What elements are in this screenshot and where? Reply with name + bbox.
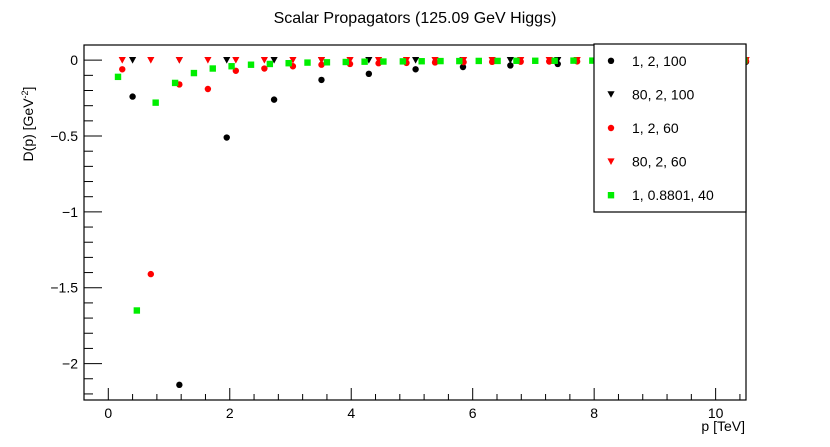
data-point [190, 69, 198, 77]
legend-label: 80, 2, 100 [632, 86, 694, 102]
legend-label: 1, 2, 100 [632, 53, 687, 69]
data-point [289, 56, 297, 64]
data-point [456, 57, 463, 65]
data-point [532, 57, 539, 64]
data-point [545, 56, 553, 64]
data-point [209, 65, 216, 72]
data-point [494, 57, 501, 65]
legend: 1, 2, 100 80, 2, 100 1, 2, 60 80, 2, 60 1, 0… [593, 43, 747, 213]
y-tick-label: −0.5 [50, 128, 78, 144]
plot-frame [83, 44, 747, 401]
y-tick-label: −2 [62, 356, 78, 372]
legend-marker [607, 91, 615, 98]
data-point [431, 56, 439, 64]
data-point [152, 99, 159, 106]
data-point [346, 56, 354, 64]
data-point [285, 60, 292, 67]
y-axis-label-tail: ] [20, 87, 36, 91]
data-point [133, 307, 141, 314]
data-point [204, 56, 212, 64]
data-point [323, 59, 331, 66]
data-point [119, 66, 126, 73]
data-point [204, 85, 212, 93]
legend-marker [607, 158, 615, 165]
data-point [399, 58, 407, 65]
x-tick-label: 0 [104, 405, 112, 421]
data-point [147, 56, 155, 64]
x-axis-label: p [TeV] [701, 418, 745, 434]
legend-marker [607, 192, 615, 199]
data-point [507, 62, 514, 69]
data-point [365, 70, 373, 78]
data-point [317, 56, 326, 64]
legend-label: 80, 2, 60 [632, 154, 687, 170]
data-point [459, 63, 467, 71]
data-point [129, 93, 136, 100]
y-tick-label: −1.5 [50, 280, 78, 296]
x-tick-label: 2 [226, 405, 234, 421]
data-point [304, 59, 311, 66]
data-point [176, 381, 183, 389]
data-point [342, 58, 349, 66]
data-point [412, 66, 419, 73]
data-point [232, 56, 240, 64]
data-point [175, 56, 183, 64]
data-point [270, 96, 278, 103]
data-point [147, 270, 155, 278]
data-point [223, 134, 230, 141]
data-point [261, 65, 268, 72]
data-point [247, 61, 255, 68]
data-point [551, 57, 558, 64]
y-tick-label: 0 [70, 52, 78, 68]
data-point [418, 58, 425, 65]
y-axis-label-main: D(p) [GeV [20, 98, 36, 162]
data-point [118, 56, 126, 64]
x-tick-label: 4 [347, 405, 355, 421]
data-point [270, 56, 278, 64]
x-tick-label: 6 [469, 405, 477, 421]
data-point [260, 56, 268, 64]
data-point [318, 61, 325, 68]
data-point [488, 56, 496, 64]
x-tick-label: 8 [590, 405, 598, 421]
y-tick-label: −1 [62, 204, 78, 220]
data-point [223, 56, 231, 64]
legend-label: 1, 0.8801, 40 [632, 187, 714, 203]
data-point [475, 57, 482, 65]
data-point [380, 58, 387, 65]
y-axis-label-exponent: -2 [20, 90, 30, 98]
chart-title: Scalar Propagators (125.09 GeV Higgs) [274, 10, 557, 27]
data-point [412, 56, 420, 64]
data-point [128, 56, 137, 64]
legend-marker [607, 57, 615, 64]
data-point [228, 63, 235, 70]
data-point [513, 57, 520, 64]
data-point [437, 57, 444, 65]
data-point [506, 56, 514, 64]
y-axis-label: D(p) [GeV-2] [20, 87, 36, 162]
data-point [318, 76, 325, 84]
data-point [570, 57, 577, 64]
data-point [361, 58, 368, 65]
data-point [114, 73, 122, 81]
data-point [589, 57, 596, 64]
legend-marker [607, 124, 615, 132]
legend-label: 1, 2, 60 [632, 120, 679, 136]
legend-box [593, 43, 747, 213]
x-tick-label: 10 [708, 405, 724, 421]
data-point [266, 60, 274, 68]
data-point [171, 79, 179, 87]
